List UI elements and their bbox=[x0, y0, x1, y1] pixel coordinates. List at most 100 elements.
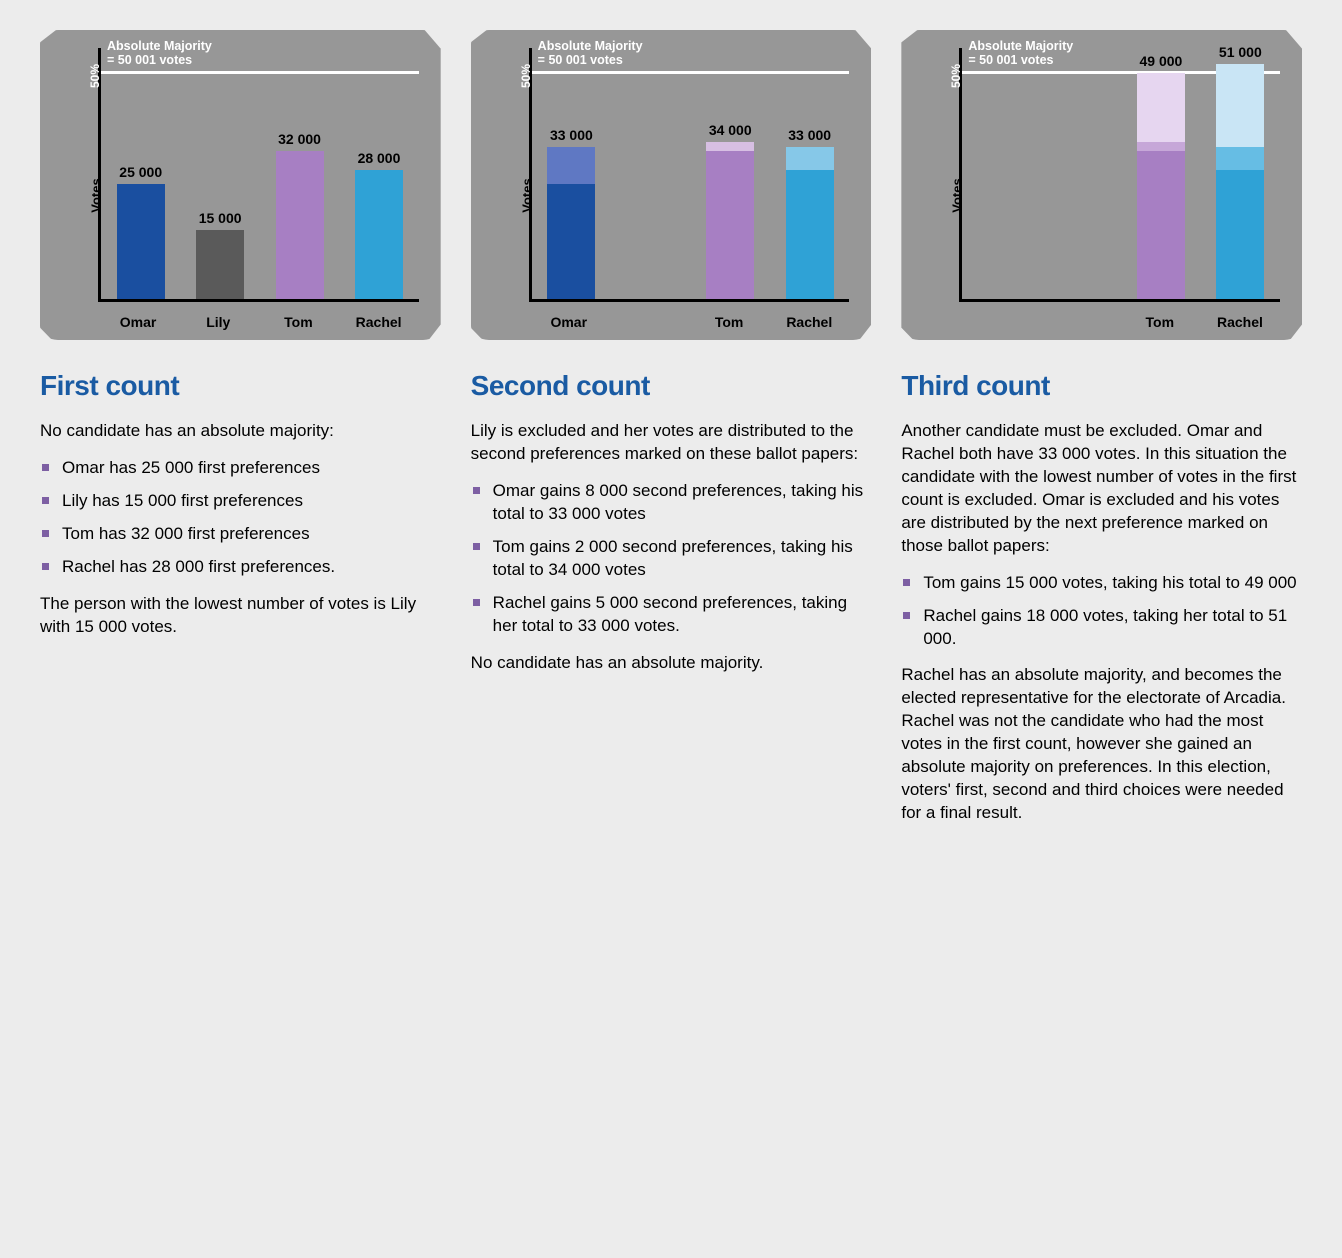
count-column-0: Absolute Majority = 50 001 votes50%Votes… bbox=[40, 30, 441, 839]
bar-segment bbox=[276, 151, 324, 299]
fifty-percent-label: 50% bbox=[88, 64, 102, 88]
bar-slot: 15 000 bbox=[180, 48, 259, 299]
bars-container: 33 000 34 000 33 000 bbox=[532, 48, 850, 299]
bar-value-label: 28 000 bbox=[358, 150, 401, 166]
bar-stack bbox=[1137, 73, 1185, 299]
bar-segment bbox=[1216, 147, 1264, 170]
count-column-2: Absolute Majority = 50 001 votes50%Votes… bbox=[901, 30, 1302, 839]
bullet-item: Rachel has 28 000 first preferences. bbox=[40, 556, 441, 579]
bar-segment bbox=[786, 170, 834, 299]
count-body: Another candidate must be excluded. Omar… bbox=[901, 420, 1302, 825]
x-axis-labels: Omar TomRachel bbox=[529, 314, 850, 330]
bars-container: 25 000 15 000 32 000 28 000 bbox=[101, 48, 419, 299]
bar-segment bbox=[786, 147, 834, 170]
bar-stack bbox=[355, 170, 403, 299]
count-title: Second count bbox=[471, 370, 872, 402]
bar-stack bbox=[117, 184, 165, 299]
bar-slot: 34 000 bbox=[691, 48, 770, 299]
x-axis-label: Omar bbox=[98, 314, 178, 330]
paragraph: The person with the lowest number of vot… bbox=[40, 593, 441, 639]
bar-slot bbox=[1042, 48, 1121, 299]
bar-value-label: 49 000 bbox=[1139, 53, 1182, 69]
chart-plot-area: Absolute Majority = 50 001 votes50%Votes… bbox=[959, 48, 1280, 302]
x-axis-labels: OmarLilyTomRachel bbox=[98, 314, 419, 330]
count-title: Third count bbox=[901, 370, 1302, 402]
chart-plot-area: Absolute Majority = 50 001 votes50%Votes… bbox=[98, 48, 419, 302]
bullet-item: Tom has 32 000 first preferences bbox=[40, 523, 441, 546]
bullet-list: Omar has 25 000 first preferences Lily ha… bbox=[40, 457, 441, 579]
bullet-item: Tom gains 2 000 second preferences, taki… bbox=[471, 536, 872, 582]
x-axis-label: Tom bbox=[258, 314, 338, 330]
bar-slot: 33 000 bbox=[532, 48, 611, 299]
bar-slot bbox=[611, 48, 690, 299]
chart-panel-0: Absolute Majority = 50 001 votes50%Votes… bbox=[40, 30, 441, 340]
bar-slot: 28 000 bbox=[339, 48, 418, 299]
bar-segment bbox=[706, 151, 754, 299]
x-axis-label bbox=[959, 314, 1039, 330]
x-axis-label: Rachel bbox=[1200, 314, 1280, 330]
x-axis-label: Rachel bbox=[769, 314, 849, 330]
chart-plot-area: Absolute Majority = 50 001 votes50%Votes… bbox=[529, 48, 850, 302]
bar-value-label: 15 000 bbox=[199, 210, 242, 226]
bar-stack bbox=[276, 151, 324, 299]
bar-segment bbox=[547, 184, 595, 299]
bar-segment bbox=[117, 184, 165, 299]
bar-value-label: 25 000 bbox=[119, 164, 162, 180]
count-body: Lily is excluded and her votes are distr… bbox=[471, 420, 872, 674]
bar-value-label: 33 000 bbox=[550, 127, 593, 143]
bar-stack bbox=[196, 230, 244, 299]
x-axis-labels: TomRachel bbox=[959, 314, 1280, 330]
bar-stack bbox=[547, 147, 595, 299]
bar-segment bbox=[547, 147, 595, 184]
bar-slot: 25 000 bbox=[101, 48, 180, 299]
bar-segment bbox=[1137, 73, 1185, 142]
x-axis-label: Tom bbox=[1120, 314, 1200, 330]
fifty-percent-label: 50% bbox=[519, 64, 533, 88]
bar-segment bbox=[706, 142, 754, 151]
bar-slot: 33 000 bbox=[770, 48, 849, 299]
x-axis-label: Tom bbox=[689, 314, 769, 330]
bullet-item: Rachel gains 5 000 second preferences, t… bbox=[471, 592, 872, 638]
fifty-percent-label: 50% bbox=[949, 64, 963, 88]
bar-segment bbox=[1137, 142, 1185, 151]
bullet-list: Tom gains 15 000 votes, taking his total… bbox=[901, 572, 1302, 651]
chart-panel-2: Absolute Majority = 50 001 votes50%Votes… bbox=[901, 30, 1302, 340]
x-axis-label: Omar bbox=[529, 314, 609, 330]
bullet-item: Tom gains 15 000 votes, taking his total… bbox=[901, 572, 1302, 595]
x-axis-label: Rachel bbox=[339, 314, 419, 330]
bar-value-label: 51 000 bbox=[1219, 44, 1262, 60]
bar-stack bbox=[1216, 64, 1264, 300]
bar-value-label: 33 000 bbox=[788, 127, 831, 143]
bar-stack bbox=[786, 147, 834, 299]
count-title: First count bbox=[40, 370, 441, 402]
bar-slot: 32 000 bbox=[260, 48, 339, 299]
bullet-item: Omar has 25 000 first preferences bbox=[40, 457, 441, 480]
bar-slot: 51 000 bbox=[1201, 48, 1280, 299]
paragraph: Another candidate must be excluded. Omar… bbox=[901, 420, 1302, 558]
bullet-list: Omar gains 8 000 second preferences, tak… bbox=[471, 480, 872, 638]
bar-segment bbox=[1137, 151, 1185, 299]
count-column-1: Absolute Majority = 50 001 votes50%Votes… bbox=[471, 30, 872, 839]
bullet-item: Rachel gains 18 000 votes, taking her to… bbox=[901, 605, 1302, 651]
bar-segment bbox=[196, 230, 244, 299]
bar-segment bbox=[1216, 170, 1264, 299]
count-body: No candidate has an absolute majority: Om… bbox=[40, 420, 441, 639]
x-axis-label: Lily bbox=[178, 314, 258, 330]
bullet-item: Omar gains 8 000 second preferences, tak… bbox=[471, 480, 872, 526]
bar-slot bbox=[962, 48, 1041, 299]
chart-panel-1: Absolute Majority = 50 001 votes50%Votes… bbox=[471, 30, 872, 340]
x-axis-label bbox=[1040, 314, 1120, 330]
bullet-item: Lily has 15 000 first preferences bbox=[40, 490, 441, 513]
bar-value-label: 34 000 bbox=[709, 122, 752, 138]
bar-slot: 49 000 bbox=[1121, 48, 1200, 299]
paragraph: No candidate has an absolute majority. bbox=[471, 652, 872, 675]
bars-container: 49 000 51 000 bbox=[962, 48, 1280, 299]
paragraph: Rachel has an absolute majority, and bec… bbox=[901, 664, 1302, 825]
bar-value-label: 32 000 bbox=[278, 131, 321, 147]
bar-segment bbox=[355, 170, 403, 299]
bar-segment bbox=[1216, 64, 1264, 147]
x-axis-label bbox=[609, 314, 689, 330]
paragraph: Lily is excluded and her votes are distr… bbox=[471, 420, 872, 466]
bar-stack bbox=[706, 142, 754, 299]
paragraph: No candidate has an absolute majority: bbox=[40, 420, 441, 443]
